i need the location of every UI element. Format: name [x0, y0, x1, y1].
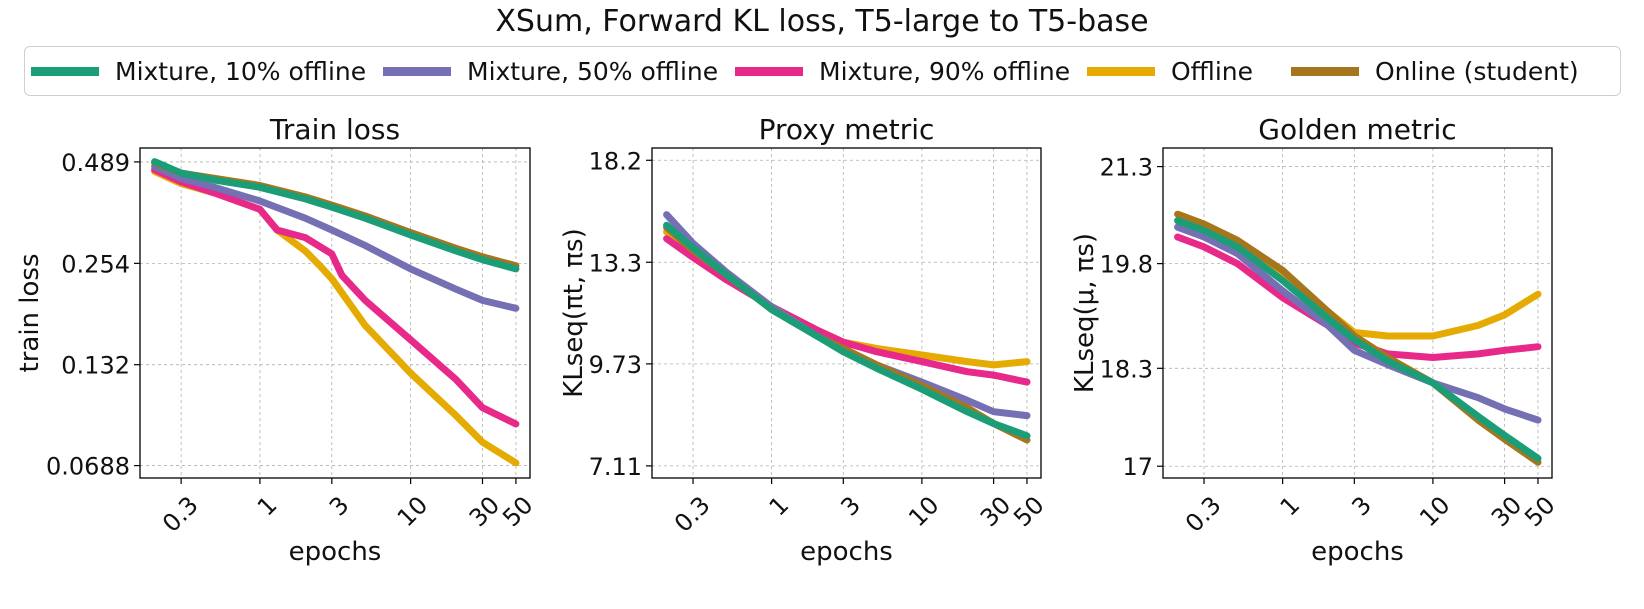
- y-axis-label: train loss: [15, 253, 45, 372]
- legend-label: Mixture, 50% offline: [467, 56, 719, 86]
- legend-label: Mixture, 90% offline: [819, 56, 1071, 86]
- y-tick-label: 0.489: [61, 149, 130, 177]
- legend-label: Mixture, 10% offline: [115, 56, 367, 86]
- x-tick-label: 0.3: [669, 491, 716, 538]
- y-tick-label: 9.73: [589, 351, 642, 379]
- x-tick-label: 50: [1008, 491, 1049, 532]
- x-axis-label: epochs: [289, 537, 382, 567]
- y-tick-label: 0.0688: [46, 453, 130, 481]
- series-line-mixture-90-offline: [151, 166, 520, 428]
- series-line-offline: [151, 167, 520, 467]
- figure-suptitle: XSum, Forward KL loss, T5-large to T5-ba…: [495, 4, 1149, 39]
- axes-frame: [139, 147, 531, 479]
- legend-swatch: [31, 66, 99, 76]
- x-axis-label: epochs: [1311, 537, 1404, 567]
- x-tick-label: 1: [252, 491, 283, 522]
- legend-label: Online (student): [1375, 56, 1579, 86]
- series-line-mixture-10-offline: [151, 158, 520, 273]
- panel-title: Golden metric: [1258, 113, 1456, 146]
- panel-title: Proxy metric: [759, 113, 935, 146]
- legend-item-offline: Offline: [1087, 47, 1253, 95]
- y-tick-label: 19.8: [1100, 251, 1153, 279]
- x-tick-label: 10: [1414, 491, 1455, 532]
- y-tick-label: 0.254: [61, 250, 130, 278]
- y-tick-label: 18.3: [1100, 355, 1153, 383]
- legend-swatch: [1087, 66, 1155, 76]
- y-axis-label: KLseq(πt, πs): [559, 228, 589, 397]
- y-tick-label: 0.132: [61, 352, 130, 380]
- x-axis-label: epochs: [800, 537, 893, 567]
- x-tick-label: 0.3: [1180, 491, 1227, 538]
- x-tick-label: 10: [903, 491, 944, 532]
- series-line-mixture-10-offline: [663, 221, 1031, 440]
- y-tick-label: 13.3: [589, 249, 642, 277]
- legend-item-mixture-50: Mixture, 50% offline: [383, 47, 718, 95]
- series-line-mixture-90-offline: [663, 235, 1031, 386]
- y-tick-label: 21.3: [1100, 154, 1153, 182]
- legend-label: Offline: [1171, 56, 1254, 86]
- legend-swatch: [1291, 66, 1359, 76]
- y-tick-label: 17: [1122, 453, 1153, 481]
- series-group: [1174, 210, 1542, 466]
- axes-frame: [651, 147, 1042, 479]
- legend-swatch: [735, 66, 803, 76]
- legend-swatch: [383, 66, 451, 76]
- axes-frame: [1162, 147, 1553, 479]
- series-line-mixture-10-offline: [1174, 217, 1542, 462]
- series-line-mixture-50-offline: [663, 211, 1031, 420]
- x-tick-label: 10: [392, 491, 433, 532]
- series-line-online-student: [663, 224, 1031, 444]
- series-group: [151, 158, 520, 467]
- x-tick-label: 3: [324, 491, 355, 522]
- x-tick-label: 50: [1519, 491, 1560, 532]
- legend-item-online: Online (student): [1291, 47, 1579, 95]
- x-tick-label: 0.3: [157, 491, 204, 538]
- y-tick-label: 7.11: [589, 453, 642, 481]
- series-line-mixture-50-offline: [151, 162, 520, 312]
- panel-title: Train loss: [269, 113, 400, 146]
- series-line-mixture-50-offline: [1174, 223, 1542, 424]
- y-axis-label: KLseq(μ, πs): [1070, 233, 1100, 393]
- series-group: [663, 211, 1031, 444]
- x-tick-label: 3: [1346, 491, 1377, 522]
- legend-item-mixture-10: Mixture, 10% offline: [31, 47, 366, 95]
- y-tick-label: 18.2: [589, 147, 642, 175]
- x-tick-label: 50: [497, 491, 538, 532]
- x-tick-label: 1: [1275, 491, 1306, 522]
- x-tick-label: 1: [764, 491, 795, 522]
- legend-item-mixture-90: Mixture, 90% offline: [735, 47, 1070, 95]
- legend: Mixture, 10% offline Mixture, 50% offlin…: [24, 46, 1621, 96]
- x-tick-label: 3: [835, 491, 866, 522]
